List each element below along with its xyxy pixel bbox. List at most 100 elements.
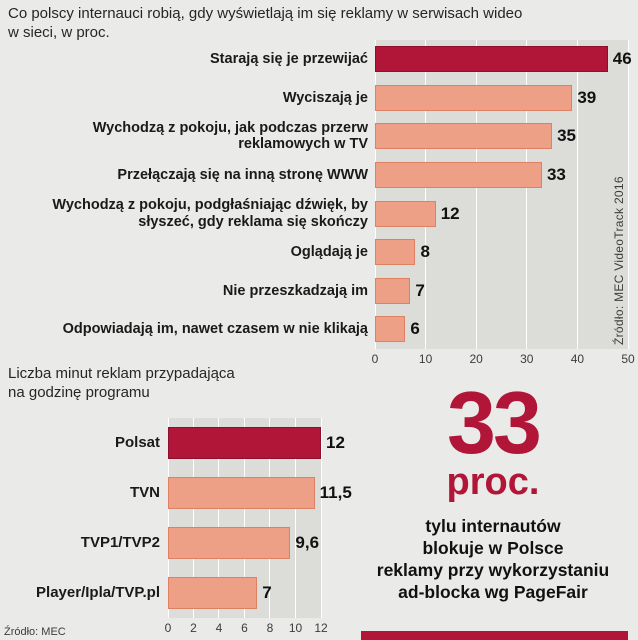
top-chart-x-axis: 0 10 20 30 40 50	[372, 352, 635, 366]
stat-description-line: blokuje w Polsce	[422, 538, 564, 559]
bar-label: Wychodzą z pokoju, jak podczas przerw re…	[92, 120, 368, 153]
stat-description-line: reklamy przy wykorzystaniu	[376, 560, 610, 581]
bottom-chart-x-axis: 0 2 4 6 8 10 12	[164, 621, 328, 635]
bar-track: 9,6	[168, 527, 321, 559]
bar-label: Player/Ipla/TVP.pl	[36, 583, 160, 601]
x-tick-label: 50	[621, 352, 635, 366]
gridline	[627, 40, 629, 349]
bar-track: 12	[375, 200, 628, 227]
bar-value: 7	[262, 583, 272, 602]
bar-label: Odpowiadają im, nawet czasem w nie klika…	[62, 321, 368, 338]
bar-label: Wychodzą z pokoju, podgłaśniając dźwięk,…	[52, 197, 368, 230]
stat-unit: proc.	[446, 461, 540, 504]
gridline	[167, 418, 169, 618]
bar-label: Wyciszają je	[282, 89, 368, 106]
stat-description: tylu internautów blokuje w Polsce reklam…	[358, 516, 628, 604]
bar-track: 46	[375, 46, 632, 73]
x-tick-label: 10	[418, 352, 433, 366]
bar-row: Oglądają je 8	[0, 233, 638, 272]
gridline	[526, 40, 528, 349]
bar-label: Nie przeszkadzają im	[222, 282, 368, 299]
bar-row: TVN 11,5	[0, 468, 360, 518]
top-chart-source: Źródło: MEC VideoTrack 2016	[612, 176, 626, 345]
bar-label: Polsat	[114, 433, 160, 451]
bar-track: 8	[375, 239, 628, 266]
bar-track: 35	[375, 123, 628, 150]
stat-number: 33	[447, 373, 542, 472]
gridline	[425, 40, 427, 349]
bar-track: 11,5	[168, 477, 352, 509]
gridline	[475, 40, 477, 349]
gridline	[269, 418, 271, 618]
bar-track: 39	[375, 84, 628, 111]
bar-track: 6	[375, 316, 628, 343]
bottom-chart-source: Źródło: MEC	[4, 626, 66, 638]
stat-description-line: tylu internautów	[425, 516, 561, 537]
bar-value: 8	[420, 242, 430, 262]
bar-label: Oglądają je	[290, 244, 368, 261]
bar	[375, 277, 411, 304]
bar	[168, 577, 258, 609]
bar-label: TVP1/TVP2	[80, 533, 160, 551]
bar-row: Wyciszają je 39	[0, 79, 638, 118]
bar	[375, 84, 573, 111]
x-tick-label: 2	[190, 621, 197, 635]
gridline	[374, 40, 376, 349]
bar-value: 12	[440, 203, 460, 223]
x-tick-label: 20	[469, 352, 483, 366]
bar-value: 33	[546, 165, 566, 185]
bar-row: Polsat 12	[0, 418, 360, 468]
bar-track: 33	[375, 162, 628, 189]
bar-row: Wychodzą z pokoju, jak podczas przerw re…	[0, 117, 638, 156]
bar	[168, 427, 321, 459]
gridline	[320, 418, 322, 618]
stat-description-line: ad-blocka wg PageFair	[398, 582, 588, 603]
bar-label: Starają się je przewijać	[210, 51, 368, 68]
x-tick-label: 8	[266, 621, 274, 635]
gridline	[295, 418, 296, 618]
bar	[375, 123, 553, 150]
x-tick-label: 0	[164, 621, 172, 635]
x-tick-label: 30	[520, 352, 534, 366]
bar-row: Nie przeszkadzają im 7	[0, 272, 638, 311]
bar	[375, 200, 436, 227]
gridline	[244, 418, 245, 618]
bar-track: 7	[168, 577, 321, 609]
gridline	[576, 40, 578, 349]
gridline	[218, 418, 220, 618]
bar-value: 35	[557, 126, 577, 146]
bar	[375, 46, 608, 73]
bar-value: 11,5	[319, 483, 352, 502]
x-tick-label: 10	[288, 621, 303, 635]
stat-block: 33 proc. tylu internautów blokuje w Pols…	[358, 373, 628, 604]
bar	[168, 477, 315, 509]
bar-track: 12	[168, 427, 345, 459]
bar-row: Odpowiadają im, nawet czasem w nie klika…	[0, 310, 638, 349]
bar-value: 39	[577, 87, 597, 107]
bar-track: 7	[375, 277, 628, 304]
bar	[375, 162, 542, 189]
top-chart-title: Co polscy internauci robią, gdy wyświetl…	[8, 5, 523, 42]
bottom-chart-title: Liczba minut reklam przypadająca na godz…	[8, 365, 235, 402]
bar-value: 9,6	[295, 533, 320, 552]
bar-row: TVP1/TVP2 9,6	[0, 518, 360, 568]
bar-label: Przełączają się na inną stronę WWW	[117, 166, 368, 183]
x-tick-label: 40	[570, 352, 585, 366]
bar-value: 7	[415, 280, 425, 300]
bottom-chart-bars: Polsat 12 TVN 11,5 TVP1/TVP2 9,6 Player/Ipla/T…	[0, 418, 360, 618]
bottom-red-bar	[361, 631, 628, 640]
bar-value: 6	[410, 319, 420, 339]
x-tick-label: 12	[314, 621, 328, 635]
bar	[375, 316, 406, 343]
x-tick-label: 4	[215, 621, 223, 635]
bar-row: Przełączają się na inną stronę WWW 33	[0, 156, 638, 195]
gridline	[192, 418, 194, 618]
bar	[375, 239, 416, 266]
bar-label: TVN	[130, 483, 160, 501]
x-tick-label: 6	[241, 621, 248, 635]
bar-value: 12	[326, 433, 345, 452]
bar-row: Wychodzą z pokoju, podgłaśniając dźwięk,…	[0, 194, 638, 233]
bar-row: Player/Ipla/TVP.pl 7	[0, 568, 360, 618]
top-chart-bars: Starają się je przewijać 46 Wyciszają je 39…	[0, 40, 638, 349]
